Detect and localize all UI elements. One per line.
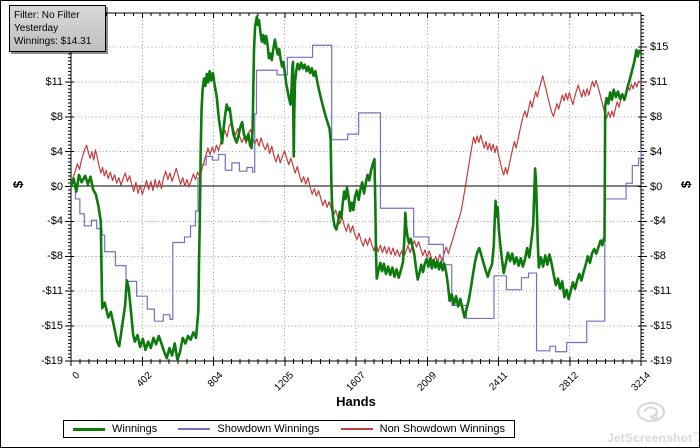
x-tick-label-anchor: 2812 — [551, 365, 582, 394]
y-tick-label-right: -$11 — [650, 285, 672, 298]
showdown-winnings-line — [70, 44, 642, 353]
non-showdown-winnings-line — [70, 75, 642, 264]
legend-label-showdown: Showdown Winnings — [217, 423, 320, 435]
x-tick-label-anchor: 3214 — [623, 365, 653, 394]
y-tick-label-right: -$4 — [650, 215, 666, 228]
y-tick-label-left: $8 — [50, 110, 63, 123]
date-range-line: Yesterday — [14, 23, 59, 34]
y-tick-label-right: -$15 — [650, 320, 673, 333]
y-tick-label-left: -$8 — [47, 250, 63, 263]
x-tick-label-anchor: 0 — [69, 365, 83, 383]
y-tick-label-right: $4 — [650, 145, 663, 158]
winnings-line-sample-icon — [73, 427, 105, 431]
legend-item-showdown: Showdown Winnings — [178, 423, 320, 435]
x-tick-label-anchor: 804 — [201, 365, 226, 390]
x-tick-label-anchor: 2411 — [481, 365, 510, 393]
legend-item-winnings: Winnings — [73, 423, 157, 435]
legend-item-non-showdown: Non Showdown Winnings — [340, 423, 505, 435]
legend-label-non-showdown: Non Showdown Winnings — [379, 423, 505, 435]
y-tick-label-left: $11 — [45, 75, 63, 88]
winnings-line — [69, 15, 643, 362]
showdown-line-sample-icon — [178, 428, 211, 430]
y-tick-label-left: $0 — [50, 180, 63, 193]
x-tick-label-anchor: 1607 — [338, 365, 368, 394]
x-tick-label-anchor: 1205 — [266, 365, 297, 394]
legend: Winnings Showdown Winnings Non Showdown … — [63, 420, 515, 438]
y-tick-label-left: -$15 — [40, 320, 63, 333]
x-tick-label-anchor: 402 — [130, 365, 154, 390]
y-tick-label-left: $4 — [50, 145, 63, 158]
y-tick-label-right: $15 — [650, 41, 669, 54]
y-tick-label-left: -$4 — [47, 215, 63, 228]
filter-info-box: Filter: No Filter Yesterday Winnings: $1… — [9, 5, 106, 52]
x-axis-title: Hands — [336, 394, 376, 409]
non-showdown-line-sample-icon — [340, 428, 373, 430]
filter-line: Filter: No Filter — [14, 10, 80, 21]
y-tick-label-right: -$19 — [650, 355, 673, 367]
x-tick-label-anchor: 2009 — [409, 365, 440, 394]
y-tick-label-right: -$8 — [650, 250, 666, 263]
legend-label-winnings: Winnings — [112, 423, 158, 435]
y-tick-label-right: $11 — [650, 75, 668, 88]
y-tick-label-left: -$11 — [41, 285, 63, 298]
y-tick-label-left: -$19 — [40, 355, 63, 367]
y-axis-title-left: $ — [10, 180, 26, 189]
y-tick-label-right: $8 — [650, 110, 663, 123]
y-tick-label-right: $0 — [650, 180, 663, 193]
y-axis-title-right: $ — [678, 180, 694, 189]
winnings-total-line: Winnings: $14.31 — [14, 36, 92, 47]
